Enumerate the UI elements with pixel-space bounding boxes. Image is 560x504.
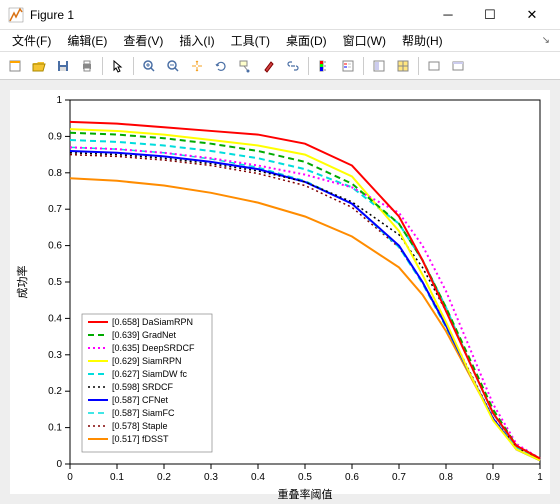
svg-text:0.8: 0.8 (439, 472, 453, 483)
matlab-figure-icon (8, 7, 24, 23)
svg-text:1: 1 (537, 472, 543, 483)
toolbar-separator (418, 57, 419, 75)
new-figure-button[interactable] (4, 55, 26, 77)
link-button[interactable] (282, 55, 304, 77)
toolbar-separator (308, 57, 309, 75)
colorbar-button[interactable] (313, 55, 335, 77)
menu-view[interactable]: 查看(V) (115, 30, 171, 51)
menu-tools[interactable]: 工具(T) (223, 30, 278, 51)
pointer-button[interactable] (107, 55, 129, 77)
close-button[interactable]: ✕ (512, 1, 552, 29)
svg-text:0.6: 0.6 (48, 241, 62, 252)
svg-text:0.9: 0.9 (486, 472, 500, 483)
menu-bar: 文件(F) 编辑(E) 查看(V) 插入(I) 工具(T) 桌面(D) 窗口(W… (0, 30, 560, 52)
open-button[interactable] (28, 55, 50, 77)
svg-text:0.4: 0.4 (251, 472, 265, 483)
zoom-in-button[interactable] (138, 55, 160, 77)
svg-text:[0.587] CFNet: [0.587] CFNet (112, 395, 169, 405)
svg-text:0.1: 0.1 (48, 423, 62, 434)
svg-text:0.7: 0.7 (392, 472, 406, 483)
save-button[interactable] (52, 55, 74, 77)
svg-text:0: 0 (56, 459, 62, 470)
print-button[interactable] (76, 55, 98, 77)
svg-text:[0.635] DeepSRDCF: [0.635] DeepSRDCF (112, 343, 195, 353)
toolbar-separator (102, 57, 103, 75)
zoom-out-button[interactable] (162, 55, 184, 77)
svg-text:成功率: 成功率 (15, 266, 29, 299)
minimize-button[interactable]: ─ (428, 1, 468, 29)
menu-file[interactable]: 文件(F) (4, 30, 59, 51)
svg-text:0.6: 0.6 (345, 472, 359, 483)
dock-button[interactable] (368, 55, 390, 77)
svg-text:0.4: 0.4 (48, 313, 62, 324)
menu-insert[interactable]: 插入(I) (171, 30, 222, 51)
datatip-button[interactable] (234, 55, 256, 77)
svg-text:1: 1 (56, 95, 62, 106)
svg-text:0.1: 0.1 (110, 472, 124, 483)
toolbar (0, 52, 560, 80)
layout-button[interactable] (392, 55, 414, 77)
figure-canvas-area: 0 0.1 0.2 0.3 0.4 0.5 0.6 0.7 0.8 0.9 1 0 0.1 0.2 0.3 0… (0, 80, 560, 504)
svg-text:0.5: 0.5 (48, 277, 62, 288)
svg-text:[0.639] GradNet: [0.639] GradNet (112, 330, 177, 340)
show-tools-button[interactable] (447, 55, 469, 77)
toolbar-separator (133, 57, 134, 75)
svg-text:0.9: 0.9 (48, 131, 62, 142)
menu-edit[interactable]: 编辑(E) (59, 30, 115, 51)
svg-text:[0.598] SRDCF: [0.598] SRDCF (112, 382, 174, 392)
svg-text:0: 0 (67, 472, 73, 483)
legend-button[interactable] (337, 55, 359, 77)
menu-desktop[interactable]: 桌面(D) (278, 30, 335, 51)
window-titlebar: Figure 1 ─ ☐ ✕ (0, 0, 560, 30)
svg-text:重叠率阈值: 重叠率阈值 (278, 487, 333, 501)
rotate-button[interactable] (210, 55, 232, 77)
svg-text:[0.578] Staple: [0.578] Staple (112, 421, 168, 431)
menu-more-icon[interactable]: ↘ (536, 35, 556, 46)
svg-text:[0.587] SiamFC: [0.587] SiamFC (112, 408, 175, 418)
brush-button[interactable] (258, 55, 280, 77)
window-controls: ─ ☐ ✕ (428, 1, 552, 29)
svg-text:0.8: 0.8 (48, 168, 62, 179)
svg-text:[0.517] fDSST: [0.517] fDSST (112, 434, 169, 444)
svg-text:0.2: 0.2 (48, 386, 62, 397)
svg-text:0.7: 0.7 (48, 204, 62, 215)
pan-button[interactable] (186, 55, 208, 77)
plot-axes[interactable]: 0 0.1 0.2 0.3 0.4 0.5 0.6 0.7 0.8 0.9 1 0 0.1 0.2 0.3 0… (10, 90, 550, 494)
svg-text:0.5: 0.5 (298, 472, 312, 483)
hide-tools-button[interactable] (423, 55, 445, 77)
svg-text:[0.658] DaSiamRPN: [0.658] DaSiamRPN (112, 317, 193, 327)
svg-text:0.2: 0.2 (157, 472, 171, 483)
toolbar-separator (363, 57, 364, 75)
svg-text:[0.627] SiamDW fc: [0.627] SiamDW fc (112, 369, 188, 379)
svg-text:0.3: 0.3 (48, 350, 62, 361)
menu-help[interactable]: 帮助(H) (394, 30, 451, 51)
svg-text:[0.629] SiamRPN: [0.629] SiamRPN (112, 356, 182, 366)
menu-window[interactable]: 窗口(W) (335, 30, 394, 51)
svg-text:0.3: 0.3 (204, 472, 218, 483)
maximize-button[interactable]: ☐ (470, 1, 510, 29)
window-title: Figure 1 (30, 8, 428, 22)
